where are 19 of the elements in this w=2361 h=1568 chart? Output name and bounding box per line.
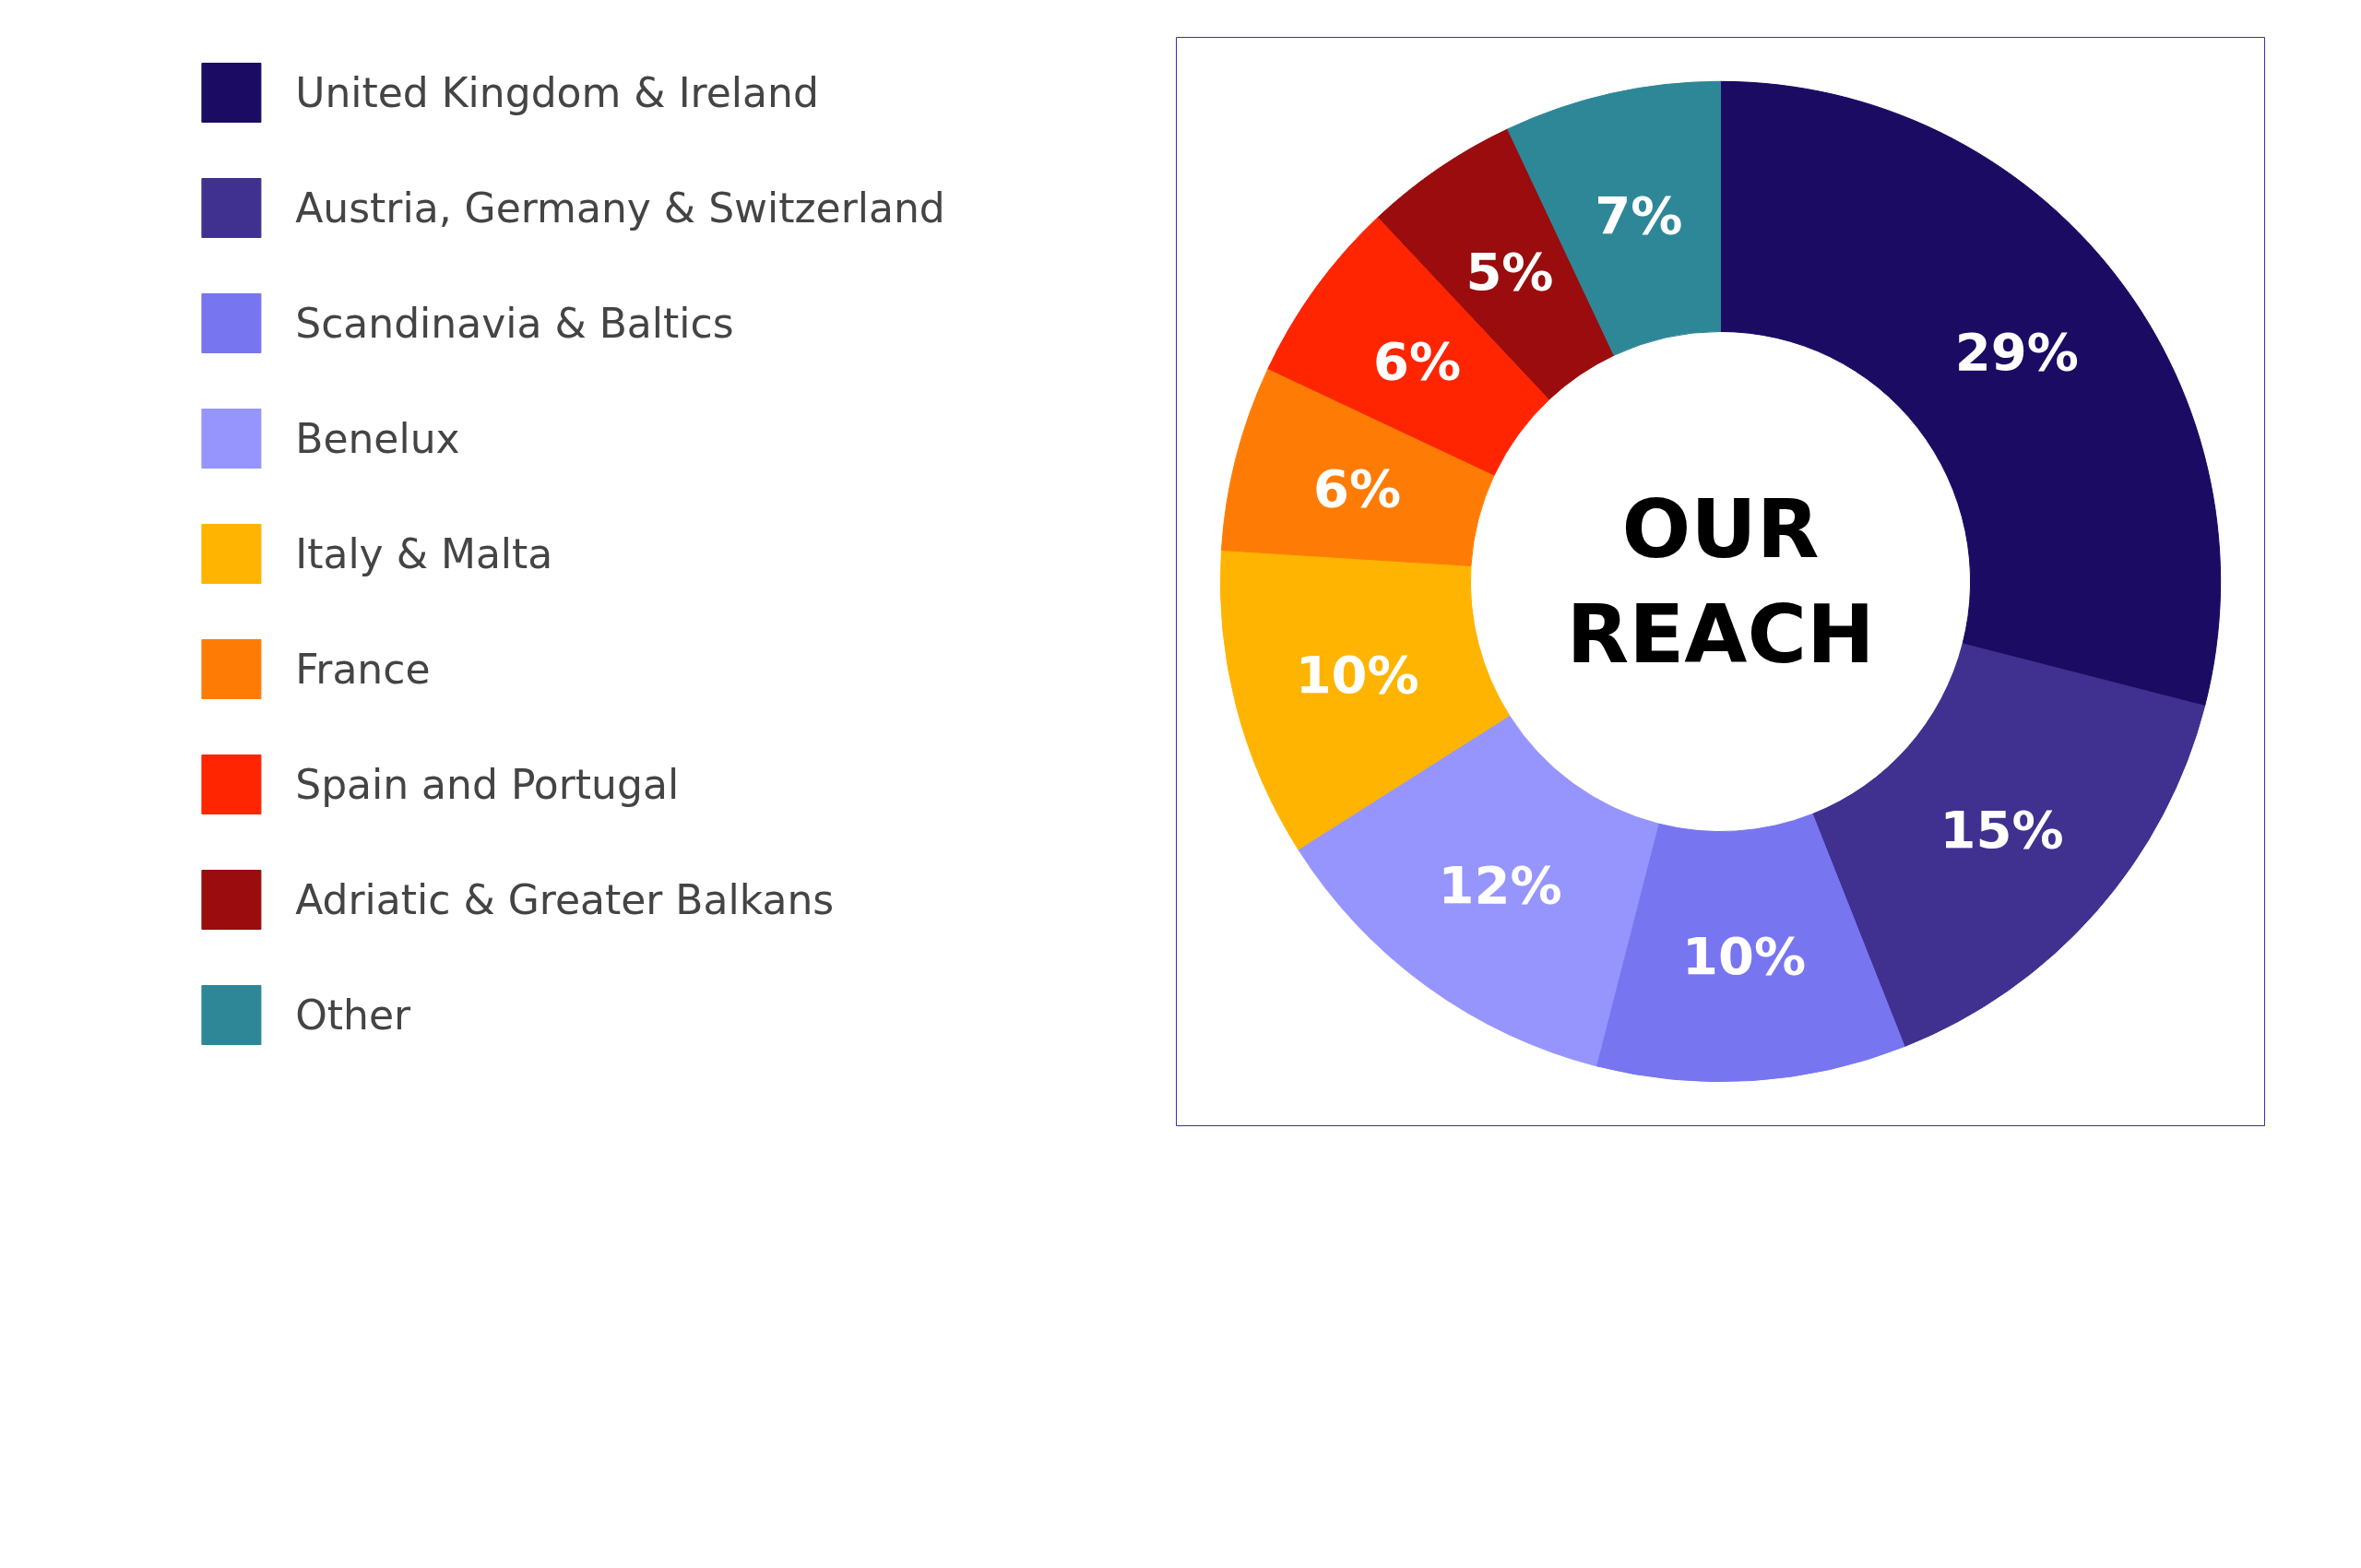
data-label: 10%: [1682, 925, 1807, 986]
legend-label: Spain and Portugal: [295, 760, 680, 808]
legend-label: Scandinavia & Baltics: [295, 299, 734, 347]
legend-label: Italy & Malta: [295, 529, 553, 577]
data-label: 29%: [1954, 321, 2079, 382]
legend-label: Benelux: [295, 414, 460, 462]
data-label: 7%: [1595, 185, 1683, 246]
data-label: 6%: [1313, 457, 1402, 518]
data-label: 5%: [1465, 241, 1554, 302]
legend-label: Other: [295, 991, 411, 1039]
data-label: 6%: [1373, 330, 1462, 391]
legend-label: France: [295, 645, 431, 693]
legend-label: Adriatic & Greater Balkans: [295, 875, 835, 923]
text: OUR REACH: [1566, 481, 1875, 682]
data-label: 10%: [1295, 645, 1419, 706]
legend-label: Austria, Germany & Switzerland: [295, 184, 945, 232]
data-label: 12%: [1438, 854, 1562, 915]
legend-label: United Kingdom & Ireland: [295, 68, 819, 116]
data-label: 15%: [1940, 799, 2064, 860]
